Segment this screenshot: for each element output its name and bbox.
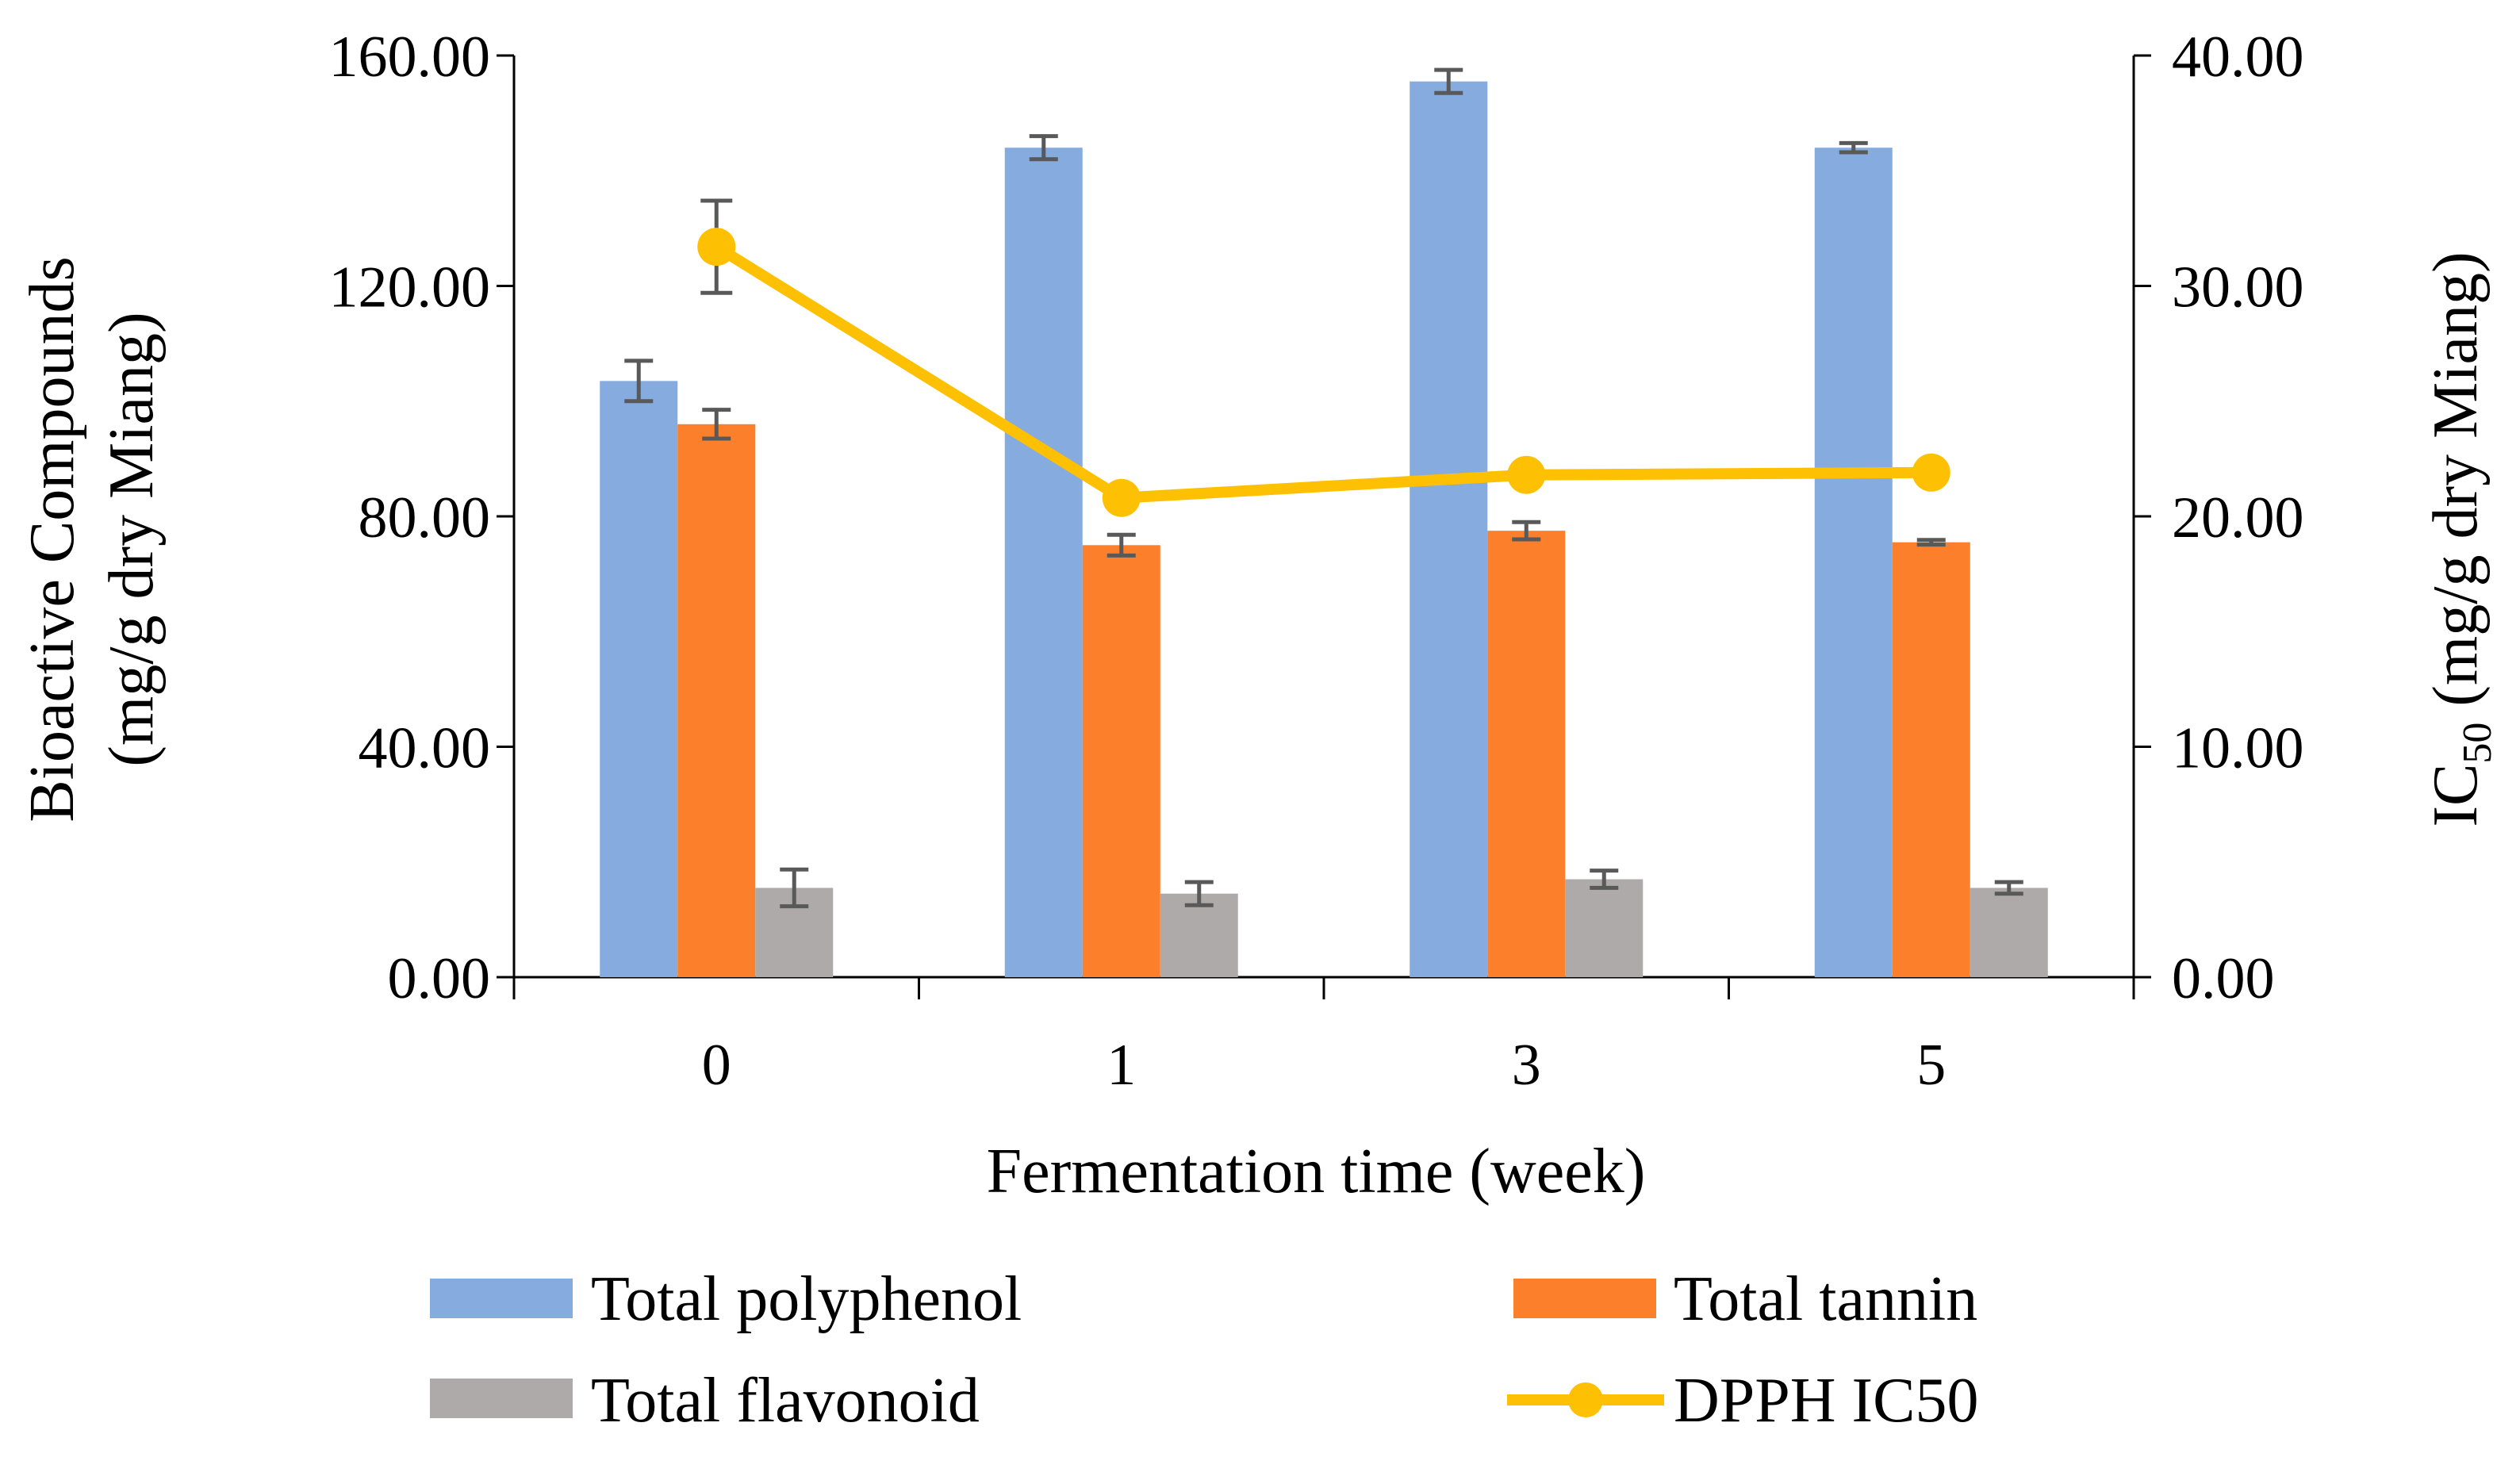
y-left-tick-label: 40.00: [359, 716, 491, 781]
bar-total-tannin: [1487, 531, 1566, 977]
y-left-tick-label: 0.00: [388, 946, 491, 1011]
legend-label-total-tannin: Total tannin: [1674, 1264, 1977, 1334]
y-right-tick-label: 40.00: [2172, 25, 2304, 90]
bar-total-tannin: [677, 424, 756, 977]
y-left-tick-label: 80.00: [359, 485, 491, 550]
y-axis-title-right-subscript: 50: [2455, 723, 2500, 764]
bar-total-tannin: [1892, 542, 1970, 977]
point-dpph-ic50: [1102, 478, 1141, 517]
bar-total-polyphenol: [1410, 81, 1488, 977]
y-left-tick-label: 120.00: [329, 255, 491, 320]
legend-swatch-dpph-marker: [1568, 1382, 1603, 1417]
x-axis-title: Fermentation time (week): [987, 1137, 1646, 1206]
legend-label-total-polyphenol: Total polyphenol: [591, 1264, 1022, 1334]
bars-layer: [600, 67, 2048, 978]
point-dpph-ic50: [1912, 453, 1950, 492]
bar-total-polyphenol: [1814, 148, 1893, 978]
x-tick-label: 5: [1916, 1033, 1946, 1098]
y-right-tick-label: 20.00: [2172, 485, 2304, 550]
bar-total-flavonoid: [1565, 879, 1644, 977]
legend-swatch-total-polyphenol: [430, 1279, 573, 1318]
legend: Total polyphenol Total tannin Total flav…: [430, 1264, 1979, 1436]
y-axis-title-right-prefix: IC: [2421, 764, 2491, 827]
tick-labels: 0.00 40.00 80.00 120.00 160.00 0.00 10.00 20.00…: [329, 25, 2304, 1098]
legend-swatch-total-flavonoid: [430, 1379, 573, 1418]
x-tick-label: 1: [1107, 1033, 1136, 1098]
y-right-tick-label: 10.00: [2172, 716, 2304, 781]
point-dpph-ic50: [697, 228, 736, 267]
x-tick-label: 0: [702, 1033, 731, 1098]
y-right-tick-label: 30.00: [2172, 255, 2304, 320]
y-axis-title-right: IC50 (mg/g dry Miang): [2421, 251, 2500, 826]
bar-total-tannin: [1082, 545, 1160, 977]
y-axis-title-right-suffix: (mg/g dry Miang): [2421, 251, 2491, 722]
line-layer: [697, 198, 1950, 517]
bar-total-flavonoid: [1970, 888, 2048, 977]
legend-swatch-total-tannin: [1513, 1279, 1656, 1318]
line-dpph-ic50: [713, 242, 1931, 504]
bar-total-flavonoid: [1160, 893, 1238, 977]
y-right-tick-label: 0.00: [2172, 946, 2275, 1011]
y-axis-title-left-line1: Bioactive Compounds: [17, 256, 87, 822]
point-dpph-ic50: [1507, 455, 1546, 494]
bar-total-polyphenol: [1004, 148, 1083, 978]
x-tick-label: 3: [1512, 1033, 1541, 1098]
y-left-tick-label: 160.00: [329, 25, 491, 90]
legend-label-total-flavonoid: Total flavonoid: [591, 1366, 980, 1436]
y-axis-title-left-line2: (mg/g dry Miang): [97, 312, 167, 766]
legend-label-dpph-ic50: DPPH IC50: [1674, 1366, 1979, 1436]
bar-total-polyphenol: [600, 381, 678, 977]
